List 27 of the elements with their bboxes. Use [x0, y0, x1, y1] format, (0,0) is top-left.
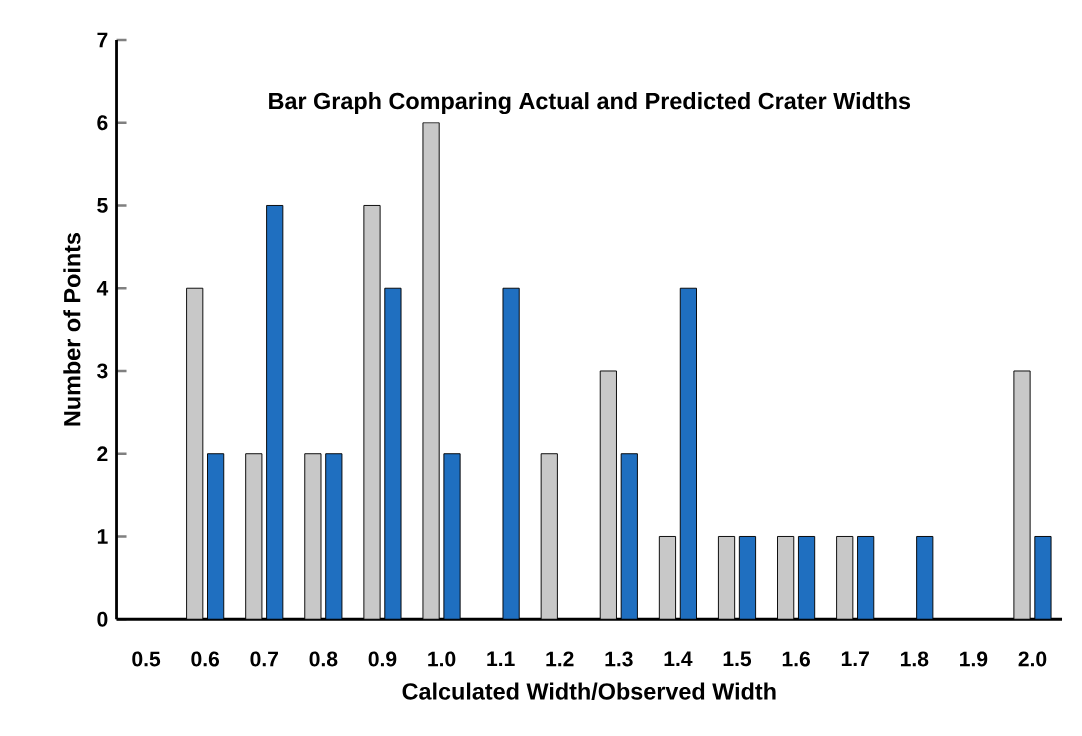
- y-tick-label: 2: [97, 446, 108, 462]
- x-tick-label: 1.3: [605, 651, 633, 667]
- text: Bar Graph Comparing Actual and Predicted Crater Widths: [269, 92, 911, 115]
- x-tick-label: 0.7: [250, 651, 278, 667]
- y-tick-label: 5: [97, 198, 108, 213]
- y-tick-label: 1: [97, 529, 108, 544]
- x-tick-label: 1.1: [487, 651, 515, 667]
- x-tick-label: 1.6: [782, 651, 810, 667]
- x-tick-label: 1.0: [428, 651, 456, 667]
- x-tick-label: 1.7: [841, 651, 869, 667]
- y-tick-label: 0: [97, 611, 108, 627]
- y-axis-title: Number of Points: [63, 233, 81, 426]
- x-tick-label: 0.8: [309, 651, 338, 667]
- y-tick-label: 6: [97, 115, 108, 131]
- y-tick-label: 4: [96, 281, 109, 296]
- y-tick-label: 7: [97, 32, 108, 48]
- x-tick-label: 1.8: [900, 651, 929, 667]
- x-tick-label: 1.5: [723, 651, 752, 667]
- x-axis-title: Calculated Width/Observed Width: [402, 682, 776, 701]
- x-tick-label: 1.9: [960, 651, 988, 667]
- x-tick-label: 0.9: [368, 651, 397, 667]
- x-tick-label: 0.5: [132, 651, 161, 667]
- x-tick-label: 0.6: [191, 651, 220, 667]
- x-tick-label: 2.0: [1018, 651, 1047, 667]
- x-tick-label: 1.2: [546, 651, 574, 667]
- y-tick-label: 3: [97, 363, 108, 379]
- x-tick-label: 1.4: [664, 651, 693, 667]
